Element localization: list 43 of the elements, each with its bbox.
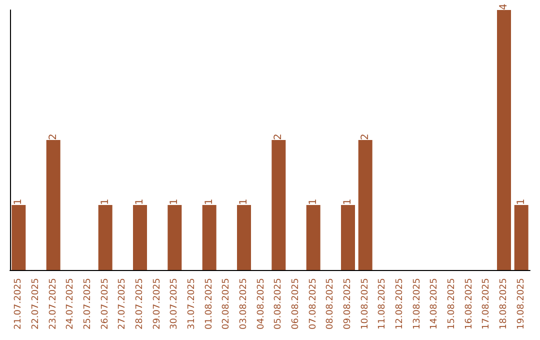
x-tick-label: 04.08.2025: [256, 278, 266, 330]
data-label: 1: [238, 198, 250, 205]
data-label: 1: [169, 198, 180, 205]
x-tick-label: 18.08.2025: [499, 278, 509, 330]
data-label: 2: [273, 134, 284, 140]
data-label: 1: [342, 198, 354, 205]
x-tick-label: 08.08.2025: [326, 278, 336, 330]
data-label: 1: [516, 198, 527, 205]
data-label: 2: [48, 134, 59, 140]
x-tick-label: 17.08.2025: [482, 278, 492, 330]
x-tick-label: 19.08.2025: [516, 278, 526, 330]
x-tick-label: 15.08.2025: [447, 278, 457, 330]
data-label: 1: [100, 198, 111, 205]
x-tick-label: 06.08.2025: [291, 278, 301, 330]
x-tick-label: 10.08.2025: [360, 278, 370, 330]
data-label: 4: [498, 4, 510, 10]
x-tick-label: 23.07.2025: [48, 278, 58, 330]
x-tick-label: 27.07.2025: [118, 278, 128, 330]
data-label: 1: [134, 198, 146, 205]
x-tick-label: 25.07.2025: [83, 278, 93, 330]
x-tick-label: 29.07.2025: [152, 278, 162, 330]
x-tick-label: 24.07.2025: [66, 278, 76, 330]
x-tick-label: 30.07.2025: [170, 278, 180, 330]
x-tick-label: 11.08.2025: [378, 278, 388, 330]
x-tick-label: 14.08.2025: [430, 278, 440, 330]
data-label: 1: [204, 198, 215, 205]
x-tick-label: 28.07.2025: [135, 278, 145, 330]
x-tick-label: 03.08.2025: [239, 278, 249, 330]
x-tick-label: 07.08.2025: [308, 278, 318, 330]
x-tick-label: 01.08.2025: [204, 278, 214, 330]
x-tick-label: 13.08.2025: [412, 278, 422, 330]
x-tick-label: 22.07.2025: [31, 278, 41, 330]
x-tick-label: 16.08.2025: [464, 278, 474, 330]
data-label: 1: [308, 198, 319, 205]
x-tick-label: 21.07.2025: [14, 278, 24, 330]
data-label: 2: [360, 134, 371, 140]
x-tick-label: 12.08.2025: [395, 278, 405, 330]
x-tick-label: 26.07.2025: [100, 278, 110, 330]
x-tick-label: 02.08.2025: [222, 278, 232, 330]
x-tick-label: 09.08.2025: [343, 278, 353, 330]
x-tick-label: 31.07.2025: [187, 278, 197, 330]
x-tick-label: 05.08.2025: [274, 278, 284, 330]
data-label: 1: [13, 198, 24, 205]
